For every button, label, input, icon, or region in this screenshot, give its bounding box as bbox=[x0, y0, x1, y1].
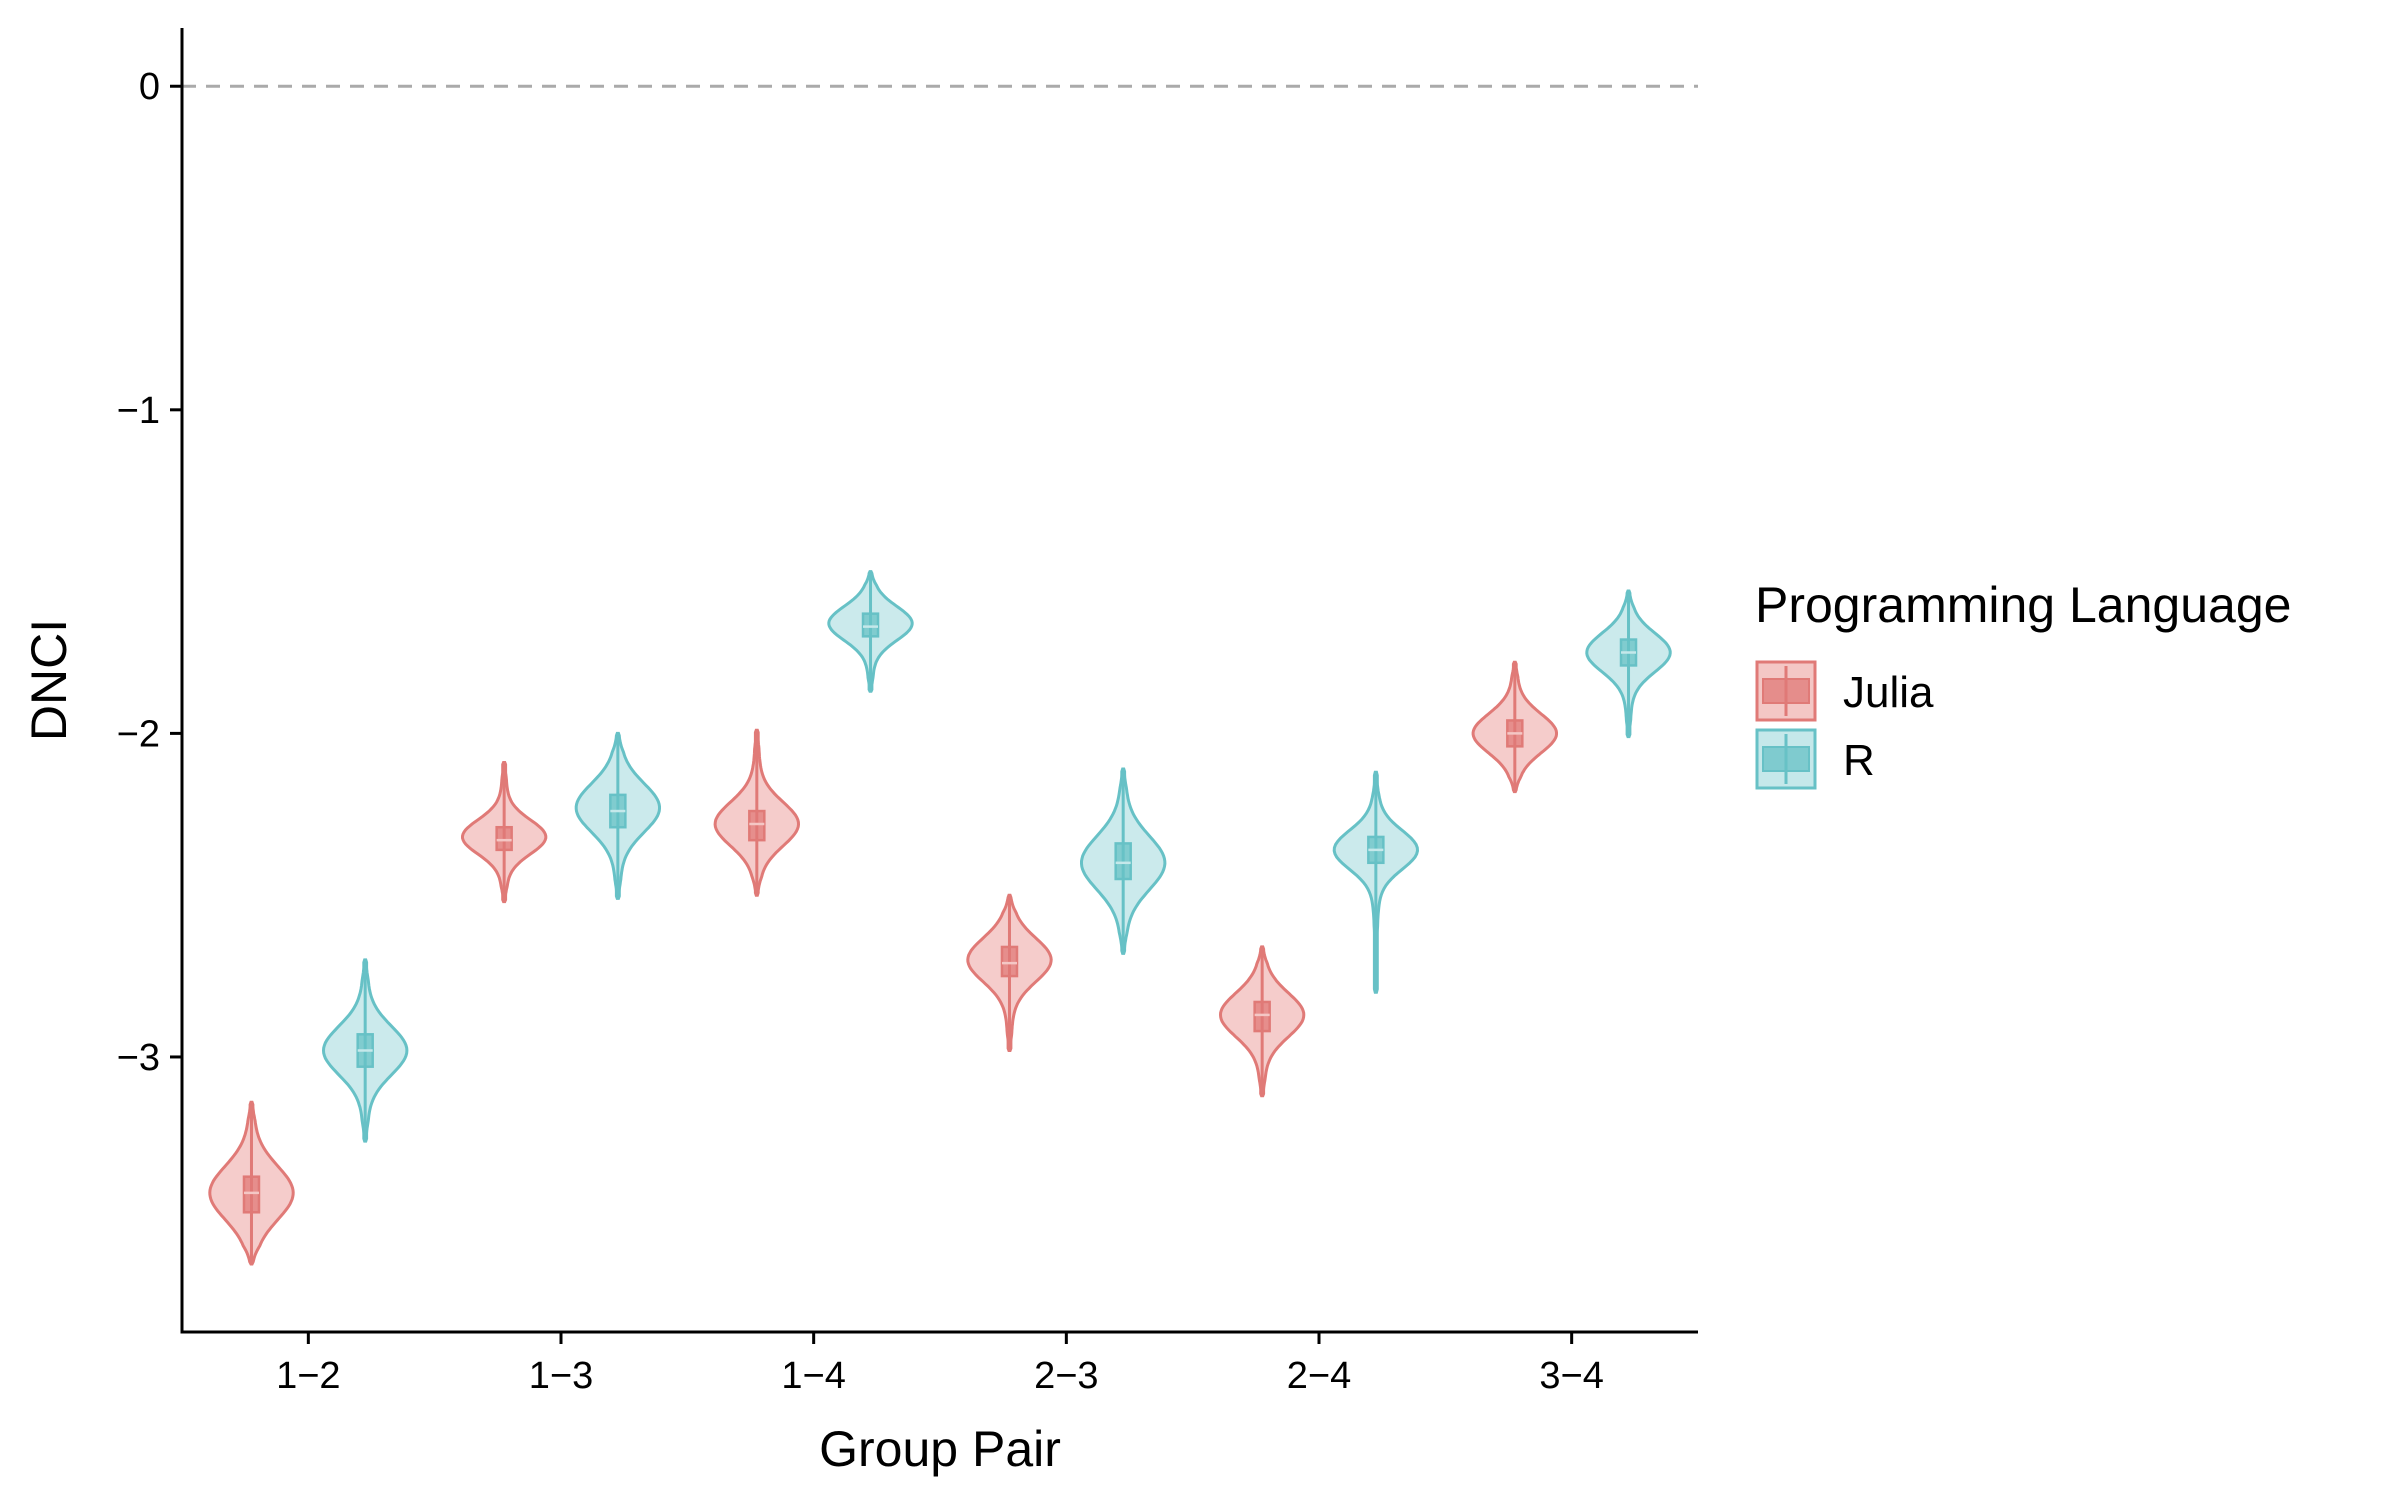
legend-label: R bbox=[1843, 736, 1875, 785]
x-tick-label: 2−4 bbox=[1287, 1355, 1351, 1397]
violin-r-4 bbox=[1332, 770, 1420, 994]
legend-items: Julia R bbox=[1755, 660, 1934, 790]
y-tick-label: −3 bbox=[117, 1037, 160, 1079]
violin-r-1 bbox=[574, 731, 661, 900]
x-axis-title: Group Pair bbox=[819, 1421, 1061, 1477]
violin-box bbox=[748, 809, 766, 842]
x-tick-label: 3−4 bbox=[1539, 1355, 1603, 1397]
violin-box bbox=[242, 1175, 261, 1214]
legend-key-box bbox=[1762, 678, 1810, 704]
violin-r-2 bbox=[827, 570, 914, 693]
violin-julia-1 bbox=[461, 761, 548, 904]
x-tick-label: 1−4 bbox=[781, 1355, 845, 1397]
violin-box bbox=[495, 825, 513, 852]
y-tick-label: −2 bbox=[117, 713, 160, 755]
legend-label: Julia bbox=[1843, 668, 1934, 717]
violin-r-5 bbox=[1585, 589, 1672, 739]
violin-box bbox=[1114, 842, 1132, 881]
violin-box bbox=[1253, 1000, 1271, 1033]
legend-key-box bbox=[1762, 746, 1810, 772]
violin-box bbox=[861, 612, 880, 638]
axis-layer: 0 −1 −2 −3 1−2 1−3 1−4 2−3 2−4 3−4 bbox=[117, 28, 1698, 1397]
x-tick-label: 2−3 bbox=[1034, 1355, 1098, 1397]
violin-julia-2 bbox=[713, 728, 801, 897]
x-tick-label: 1−2 bbox=[276, 1355, 340, 1397]
x-tick-label: 1−3 bbox=[529, 1355, 593, 1397]
legend-item-julia: Julia bbox=[1755, 660, 1934, 722]
y-axis-title: DNCI bbox=[21, 619, 77, 741]
violin-r-0 bbox=[321, 958, 409, 1143]
legend: Programming Language Julia R bbox=[1755, 577, 2291, 790]
violin-julia-4 bbox=[1218, 945, 1306, 1098]
y-tick-label: −1 bbox=[117, 390, 160, 432]
violin-julia-3 bbox=[966, 893, 1053, 1052]
violin-layer bbox=[208, 570, 1672, 1266]
violin-box bbox=[1000, 945, 1019, 978]
y-tick-label: 0 bbox=[139, 66, 160, 108]
violin-julia-5 bbox=[1471, 660, 1558, 794]
legend-title: Programming Language bbox=[1755, 577, 2291, 633]
violin-julia-0 bbox=[208, 1100, 295, 1266]
violin-r-3 bbox=[1080, 767, 1167, 955]
legend-item-r: R bbox=[1755, 728, 1875, 790]
